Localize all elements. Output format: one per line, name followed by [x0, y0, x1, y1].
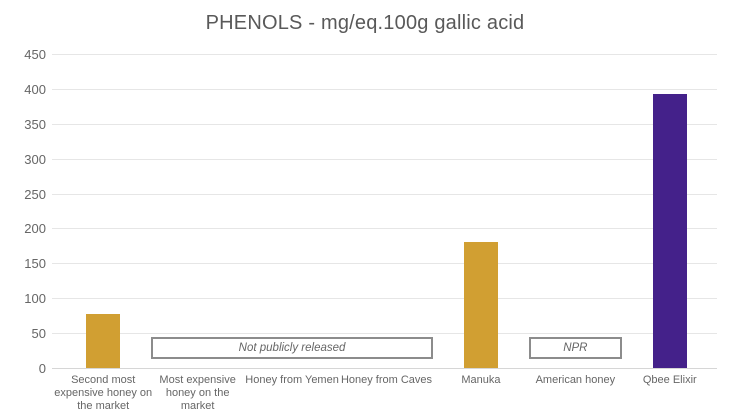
gridline: [52, 54, 717, 55]
y-axis-tick-label: 300: [24, 151, 46, 167]
y-axis-tick-label: 450: [24, 47, 46, 62]
x-axis-label: Manuka: [461, 374, 501, 386]
y-axis-tick-label: 350: [24, 116, 46, 132]
x-axis-label: Most expensive honey on the market: [159, 374, 236, 412]
gridline: [52, 88, 717, 90]
gridline: [52, 263, 717, 265]
x-axis-label: Qbee Elixir: [642, 374, 697, 386]
annotation-label: Not publicly released: [238, 342, 346, 354]
annotation-label: NPR: [563, 342, 588, 354]
gridline: [52, 333, 717, 335]
y-axis-tick-label: 250: [24, 186, 46, 202]
bar-manuka[interactable]: [463, 242, 498, 368]
y-axis-tick-label: 50: [31, 326, 46, 342]
gridline: [52, 228, 717, 230]
bar-second-most-expensive-honey-on-the-market[interactable]: [86, 313, 121, 368]
y-axis-tick-label: 200: [24, 221, 46, 237]
annotation-box: NPR: [529, 337, 622, 359]
annotation-box: Not publicly released: [151, 337, 433, 359]
gridline: [52, 123, 717, 125]
x-axis-label: Second most expensive honey on the marke…: [54, 374, 153, 412]
gridline: [52, 158, 717, 160]
y-axis-tick-label: 400: [24, 81, 46, 97]
x-axis-line: [52, 368, 717, 369]
x-axis-label: Honey from Caves: [340, 374, 433, 386]
y-axis-tick-label: 100: [24, 291, 46, 307]
y-axis-tick-label: 150: [24, 256, 46, 272]
y-axis-tick-label: 0: [38, 361, 46, 376]
x-axis-label: Honey from Yemen: [245, 374, 339, 386]
chart-title: PHENOLS - mg/eq.100g gallic acid: [205, 12, 525, 34]
gridline: [52, 298, 717, 300]
x-axis-label: American honey: [535, 374, 616, 386]
gridline: [52, 193, 717, 195]
bar-qbee-elixir[interactable]: [652, 94, 687, 368]
